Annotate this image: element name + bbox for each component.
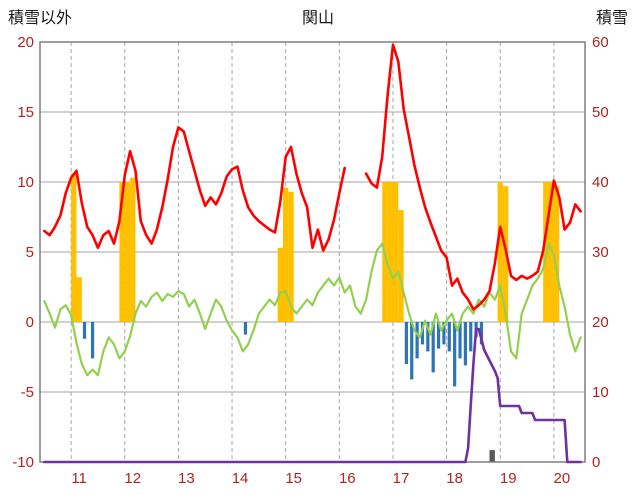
svg-text:-5: -5	[21, 384, 34, 401]
svg-text:60: 60	[592, 34, 609, 51]
right-axis-title: 積雪	[595, 10, 628, 27]
svg-text:-10: -10	[12, 454, 34, 471]
svg-text:17: 17	[393, 470, 410, 487]
svg-text:15: 15	[17, 104, 34, 121]
svg-text:12: 12	[124, 470, 141, 487]
svg-text:16: 16	[339, 470, 356, 487]
svg-text:14: 14	[232, 470, 249, 487]
svg-text:19: 19	[500, 470, 517, 487]
svg-text:0: 0	[592, 454, 600, 471]
svg-text:11: 11	[71, 470, 87, 487]
svg-text:40: 40	[592, 174, 609, 191]
svg-text:18: 18	[446, 470, 463, 487]
svg-text:20: 20	[592, 314, 609, 331]
svg-text:13: 13	[178, 470, 195, 487]
svg-text:15: 15	[285, 470, 302, 487]
svg-text:20: 20	[554, 470, 571, 487]
svg-text:50: 50	[592, 104, 609, 121]
left-axis-title: 積雪以外	[8, 10, 73, 27]
svg-text:10: 10	[17, 174, 34, 191]
svg-text:20: 20	[17, 34, 34, 51]
chart-title: 関山	[301, 10, 334, 27]
svg-text:0: 0	[26, 314, 34, 331]
svg-text:10: 10	[592, 384, 609, 401]
svg-text:5: 5	[26, 244, 34, 261]
svg-text:30: 30	[592, 244, 609, 261]
